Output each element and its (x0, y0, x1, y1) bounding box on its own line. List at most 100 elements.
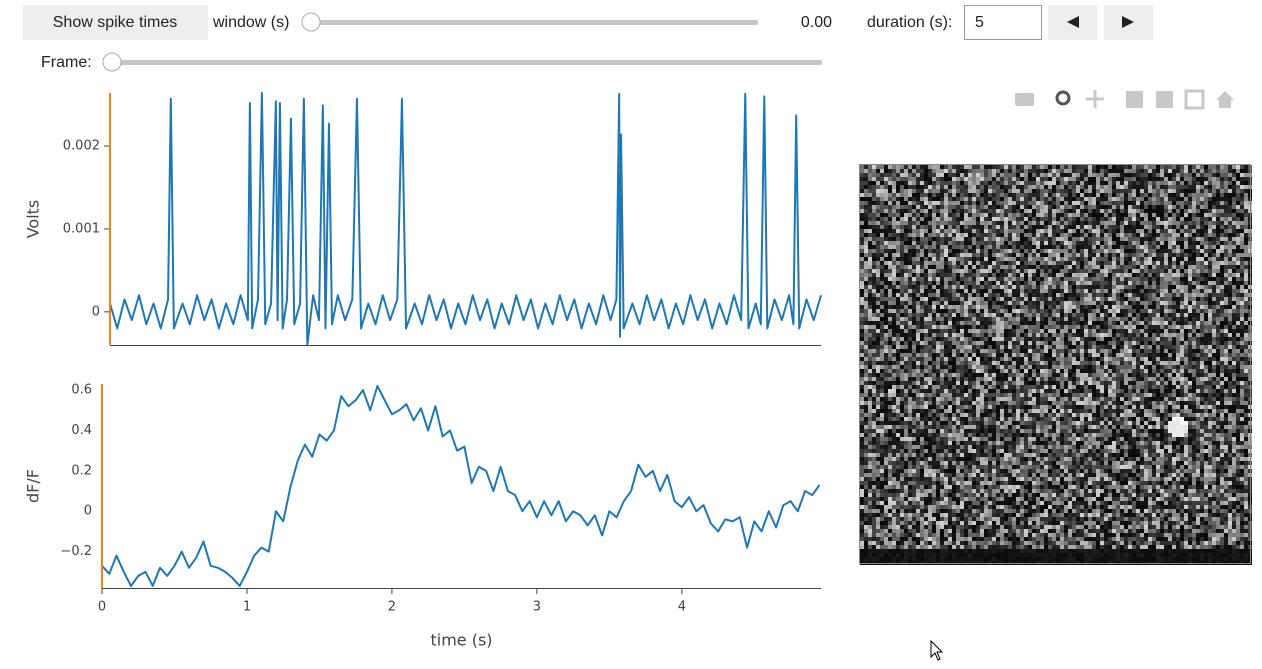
pixel (896, 349, 900, 353)
pixel (1136, 301, 1140, 305)
window-thumb[interactable] (301, 12, 321, 32)
home-icon[interactable] (1216, 91, 1234, 108)
spike-button[interactable] (23, 5, 208, 40)
pixel (1236, 261, 1240, 265)
zoom-out-icon[interactable] (1156, 91, 1173, 108)
pixel (1076, 181, 1080, 185)
pixel (884, 185, 888, 189)
pixel (868, 169, 872, 173)
pixel (900, 285, 904, 289)
pixel (1064, 257, 1068, 261)
pixel (1056, 249, 1060, 253)
pixel (872, 217, 876, 221)
pixel (1232, 269, 1236, 273)
pixel (884, 265, 888, 269)
pixel (1088, 229, 1092, 233)
pixel (944, 289, 948, 293)
pixel (1012, 169, 1016, 173)
pixel (976, 177, 980, 181)
pixel (1060, 289, 1064, 293)
pixel (1188, 333, 1192, 337)
pixel (1004, 325, 1008, 329)
pixel (916, 329, 920, 333)
pixel (896, 289, 900, 293)
window-slider[interactable] (311, 20, 758, 25)
pixel (1080, 281, 1084, 285)
pixel (1008, 317, 1012, 321)
duration-input[interactable] (964, 5, 1042, 40)
pixel (1224, 209, 1228, 213)
pixel (1076, 337, 1080, 341)
pixel (996, 241, 1000, 245)
pixel (1244, 293, 1248, 297)
pixel (1196, 361, 1200, 365)
pixel (1208, 189, 1212, 193)
pixel (1128, 253, 1132, 257)
pixel (936, 205, 940, 209)
pixel (868, 269, 872, 273)
pixel (944, 189, 948, 193)
pixel (932, 201, 936, 205)
pixel (1032, 289, 1036, 293)
pixel (1000, 181, 1004, 185)
pixel (964, 201, 968, 205)
pixel (956, 345, 960, 349)
pixel (1184, 361, 1188, 365)
pixel (932, 189, 936, 193)
pixel (972, 349, 976, 353)
pixel (1124, 269, 1128, 273)
autoscale-icon[interactable] (1184, 89, 1205, 110)
pixel (1000, 265, 1004, 269)
zoom-in-icon[interactable] (1126, 91, 1143, 108)
pixel (1028, 317, 1032, 321)
pixel (1036, 253, 1040, 257)
duration-value[interactable]: 5 (975, 14, 984, 31)
pixel (1220, 193, 1224, 197)
pixel (1116, 365, 1120, 369)
pixel (1032, 217, 1036, 221)
pixel (944, 261, 948, 265)
pixel (1204, 213, 1208, 217)
pixel (952, 273, 956, 277)
pixel (1024, 197, 1028, 201)
pixel (1180, 193, 1184, 197)
pixel (1212, 217, 1216, 221)
pixel (1176, 217, 1180, 221)
pixel (920, 269, 924, 273)
pixel (1136, 277, 1140, 281)
pan-icon[interactable] (1086, 90, 1104, 108)
pixel (1236, 321, 1240, 325)
pixel (1104, 353, 1108, 357)
pixel (1212, 245, 1216, 249)
pixel (960, 313, 964, 317)
pixel (1156, 173, 1160, 177)
pixel (1124, 249, 1128, 253)
pixel (1016, 221, 1020, 225)
pixel (1060, 221, 1064, 225)
pixel (1068, 349, 1072, 353)
pixel (1224, 333, 1228, 337)
pixel (1188, 345, 1192, 349)
button-label[interactable]: Show spike times (53, 14, 178, 31)
zoom-icon[interactable] (1055, 90, 1071, 106)
pixel (956, 309, 960, 313)
pixel (900, 313, 904, 317)
pixel (1088, 201, 1092, 205)
pixel (940, 253, 944, 257)
frame-thumb[interactable] (102, 52, 122, 72)
camera-icon[interactable] (1015, 93, 1034, 106)
pixel (1152, 185, 1156, 189)
pixel (1224, 345, 1228, 349)
pixel (964, 325, 968, 329)
pixel (928, 233, 932, 237)
pixel (904, 205, 908, 209)
pixel (1196, 261, 1200, 265)
pixel (868, 165, 872, 169)
pixel (1088, 165, 1092, 169)
pixel (1012, 309, 1016, 313)
pixel (1036, 197, 1040, 201)
pixel (932, 309, 936, 313)
pixel (1028, 273, 1032, 277)
frame-slider[interactable] (112, 60, 822, 65)
pixel (1044, 213, 1048, 217)
